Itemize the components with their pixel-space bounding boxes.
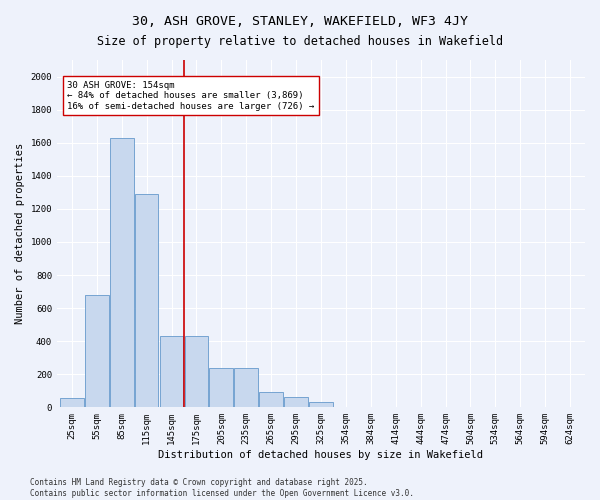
Bar bbox=[60, 398, 83, 407]
Text: 30 ASH GROVE: 154sqm
← 84% of detached houses are smaller (3,869)
16% of semi-de: 30 ASH GROVE: 154sqm ← 84% of detached h… bbox=[67, 81, 315, 110]
Bar bbox=[235, 368, 258, 408]
Text: Size of property relative to detached houses in Wakefield: Size of property relative to detached ho… bbox=[97, 35, 503, 48]
Bar bbox=[110, 138, 134, 407]
Bar bbox=[284, 398, 308, 407]
Bar bbox=[309, 402, 333, 407]
Bar bbox=[185, 336, 208, 407]
Y-axis label: Number of detached properties: Number of detached properties bbox=[15, 143, 25, 324]
Text: 30, ASH GROVE, STANLEY, WAKEFIELD, WF3 4JY: 30, ASH GROVE, STANLEY, WAKEFIELD, WF3 4… bbox=[132, 15, 468, 28]
Bar bbox=[209, 368, 233, 408]
Text: Contains HM Land Registry data © Crown copyright and database right 2025.
Contai: Contains HM Land Registry data © Crown c… bbox=[30, 478, 414, 498]
Bar bbox=[135, 194, 158, 408]
Bar bbox=[259, 392, 283, 407]
Bar bbox=[160, 336, 184, 407]
Bar bbox=[85, 295, 109, 408]
X-axis label: Distribution of detached houses by size in Wakefield: Distribution of detached houses by size … bbox=[158, 450, 484, 460]
